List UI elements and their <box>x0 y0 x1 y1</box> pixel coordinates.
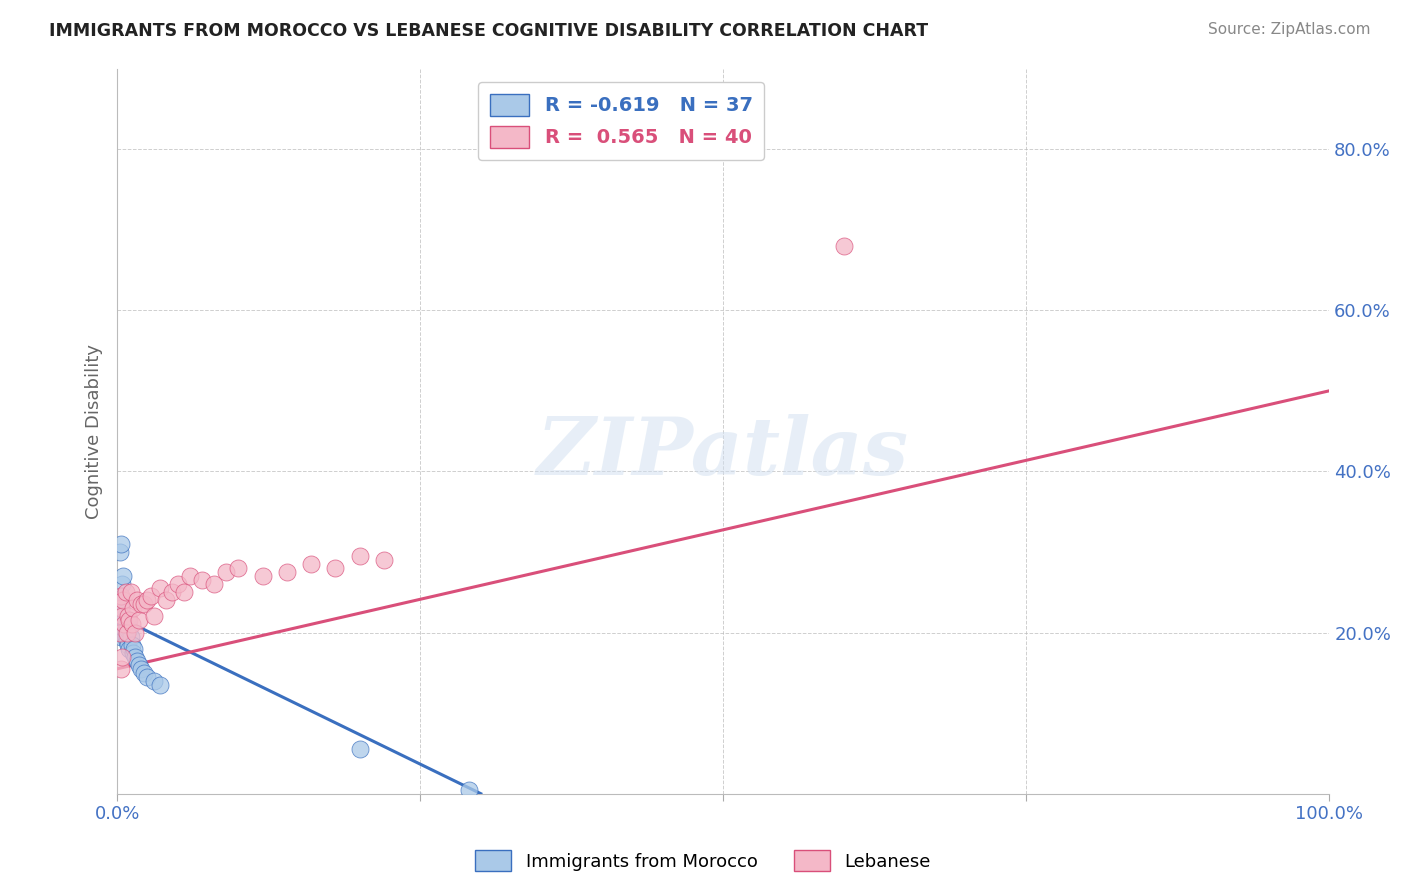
Point <box>111 609 134 624</box>
Point <box>131 597 153 611</box>
Point <box>108 593 131 607</box>
Point <box>252 569 274 583</box>
Point <box>110 630 132 644</box>
Point <box>122 646 145 660</box>
Point <box>124 625 146 640</box>
Point <box>118 614 141 628</box>
Point <box>166 577 188 591</box>
Point <box>111 649 134 664</box>
Point <box>120 630 142 644</box>
Point <box>112 569 135 583</box>
Point <box>114 617 136 632</box>
Point <box>114 622 136 636</box>
Point <box>132 597 155 611</box>
Point <box>108 614 131 628</box>
Point <box>155 593 177 607</box>
Point <box>149 678 172 692</box>
Point <box>128 657 150 672</box>
Point <box>110 609 132 624</box>
Point <box>107 606 129 620</box>
Point <box>121 617 143 632</box>
Legend: R = -0.619   N = 37, R =  0.565   N = 40: R = -0.619 N = 37, R = 0.565 N = 40 <box>478 82 765 160</box>
Point <box>115 625 138 640</box>
Point <box>110 537 132 551</box>
Point <box>120 585 142 599</box>
Point <box>117 609 139 624</box>
Point <box>121 638 143 652</box>
Point <box>139 589 162 603</box>
Point <box>349 549 371 563</box>
Point <box>114 630 136 644</box>
Point <box>160 585 183 599</box>
Point <box>108 625 131 640</box>
Point <box>136 593 159 607</box>
Point <box>122 601 145 615</box>
Point <box>122 641 145 656</box>
Point <box>110 601 132 615</box>
Point <box>132 665 155 680</box>
Point <box>457 782 479 797</box>
Point <box>276 565 298 579</box>
Point <box>110 589 132 603</box>
Point <box>115 633 138 648</box>
Point <box>111 577 134 591</box>
Point <box>118 622 141 636</box>
Legend: Immigrants from Morocco, Lebanese: Immigrants from Morocco, Lebanese <box>468 843 938 879</box>
Point <box>114 617 136 632</box>
Point <box>142 609 165 624</box>
Text: Source: ZipAtlas.com: Source: ZipAtlas.com <box>1208 22 1371 37</box>
Point <box>110 589 132 603</box>
Text: IMMIGRANTS FROM MOROCCO VS LEBANESE COGNITIVE DISABILITY CORRELATION CHART: IMMIGRANTS FROM MOROCCO VS LEBANESE COGN… <box>49 22 928 40</box>
Point <box>124 649 146 664</box>
Point <box>834 239 856 253</box>
Point <box>142 673 165 688</box>
Point <box>114 614 136 628</box>
Y-axis label: Cognitive Disability: Cognitive Disability <box>86 343 103 518</box>
Point <box>117 638 139 652</box>
Point <box>110 662 132 676</box>
Point <box>128 614 150 628</box>
Point <box>191 573 214 587</box>
Point <box>112 617 135 632</box>
Point <box>325 561 347 575</box>
Point <box>349 742 371 756</box>
Point <box>110 601 132 615</box>
Text: ZIPatlas: ZIPatlas <box>537 414 910 491</box>
Point <box>117 614 139 628</box>
Point <box>111 625 134 640</box>
Point <box>149 581 172 595</box>
Point <box>112 593 135 607</box>
Point <box>228 561 250 575</box>
Point <box>373 553 395 567</box>
Point <box>136 670 159 684</box>
Point <box>115 622 138 636</box>
Point <box>179 569 201 583</box>
Point <box>215 565 238 579</box>
Point <box>131 662 153 676</box>
Point <box>202 577 225 591</box>
Point <box>108 545 131 559</box>
Point <box>299 557 322 571</box>
Point <box>173 585 195 599</box>
Point <box>114 585 136 599</box>
Point <box>118 641 141 656</box>
Point <box>125 593 148 607</box>
Point <box>125 654 148 668</box>
